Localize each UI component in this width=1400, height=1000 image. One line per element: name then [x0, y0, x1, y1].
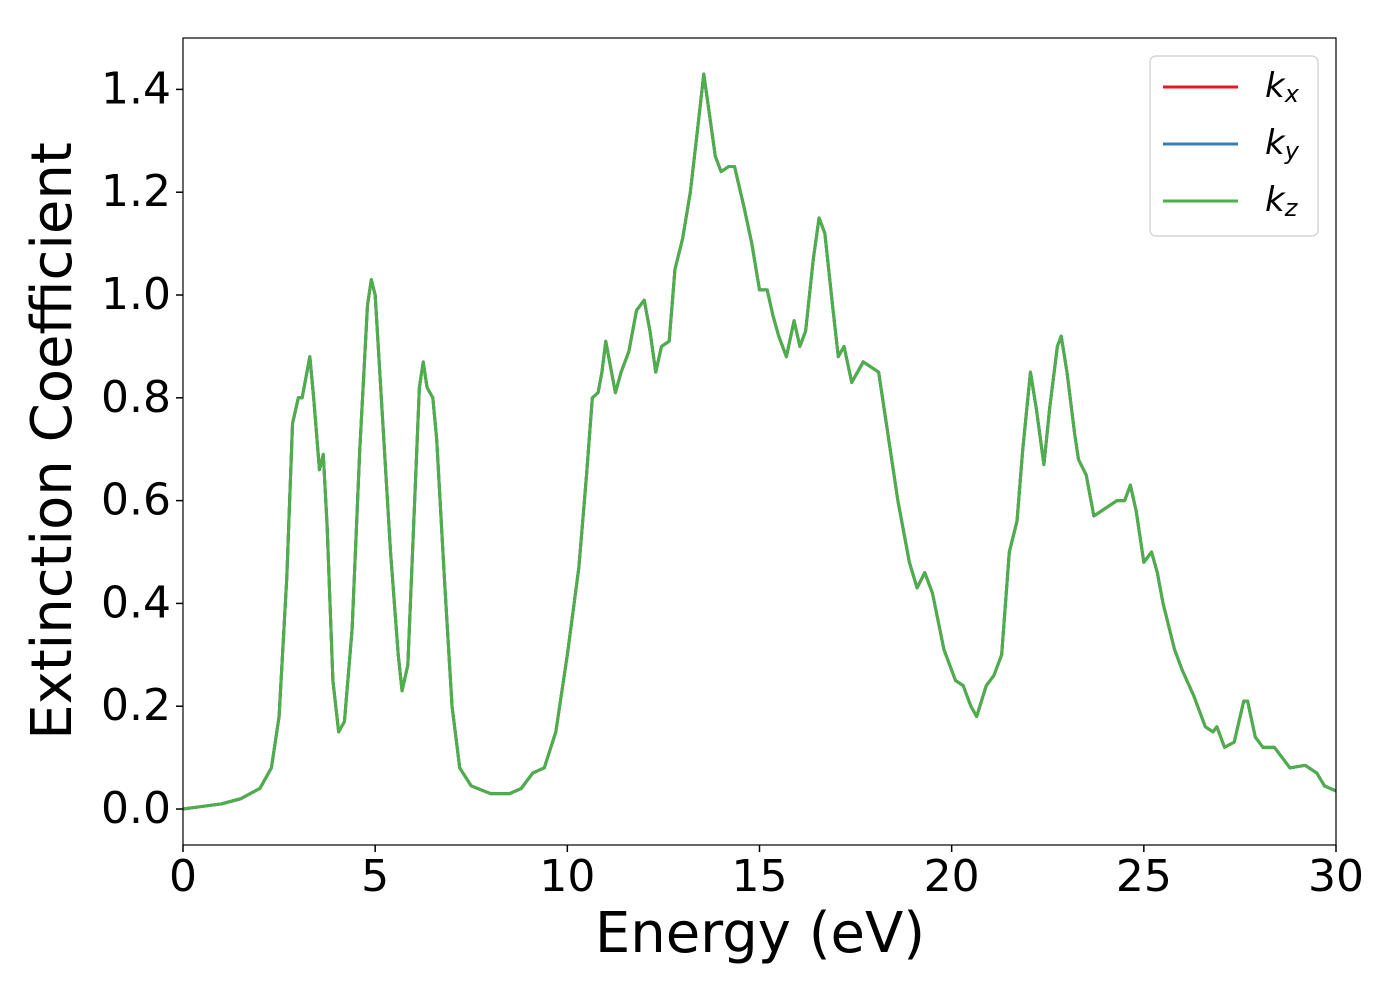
- y-tick-label: 0.8: [101, 372, 171, 423]
- x-tick-label: 20: [924, 851, 980, 902]
- data-line: [182, 72, 1337, 811]
- plot-frame: [182, 37, 1337, 846]
- y-tick-label: 0.0: [101, 783, 171, 834]
- legend-label: ky: [1265, 123, 1300, 166]
- legend: kx ky kz: [1149, 55, 1319, 237]
- x-tick-label: 5: [361, 851, 389, 902]
- x-tick-label: 15: [732, 851, 788, 902]
- x-tick-label: 30: [1308, 851, 1364, 902]
- y-tick-label: 1.0: [101, 269, 171, 320]
- y-tick-label: 0.4: [101, 577, 171, 628]
- x-axis-label: Energy (eV): [595, 901, 925, 966]
- y-tick-label: 1.2: [101, 166, 171, 217]
- y-tick-label: 1.4: [101, 63, 171, 114]
- y-axis-label: Extinction Coefficient: [20, 142, 85, 740]
- y-tick-label: 0.6: [101, 475, 171, 526]
- x-tick-label: 0: [169, 851, 197, 902]
- x-tick-label: 25: [1116, 851, 1172, 902]
- legend-label: kz: [1265, 180, 1299, 223]
- x-tick-label: 10: [539, 851, 595, 902]
- legend-box: [1149, 55, 1319, 237]
- y-tick-label: 0.2: [101, 680, 171, 731]
- legend-label: kx: [1265, 66, 1300, 109]
